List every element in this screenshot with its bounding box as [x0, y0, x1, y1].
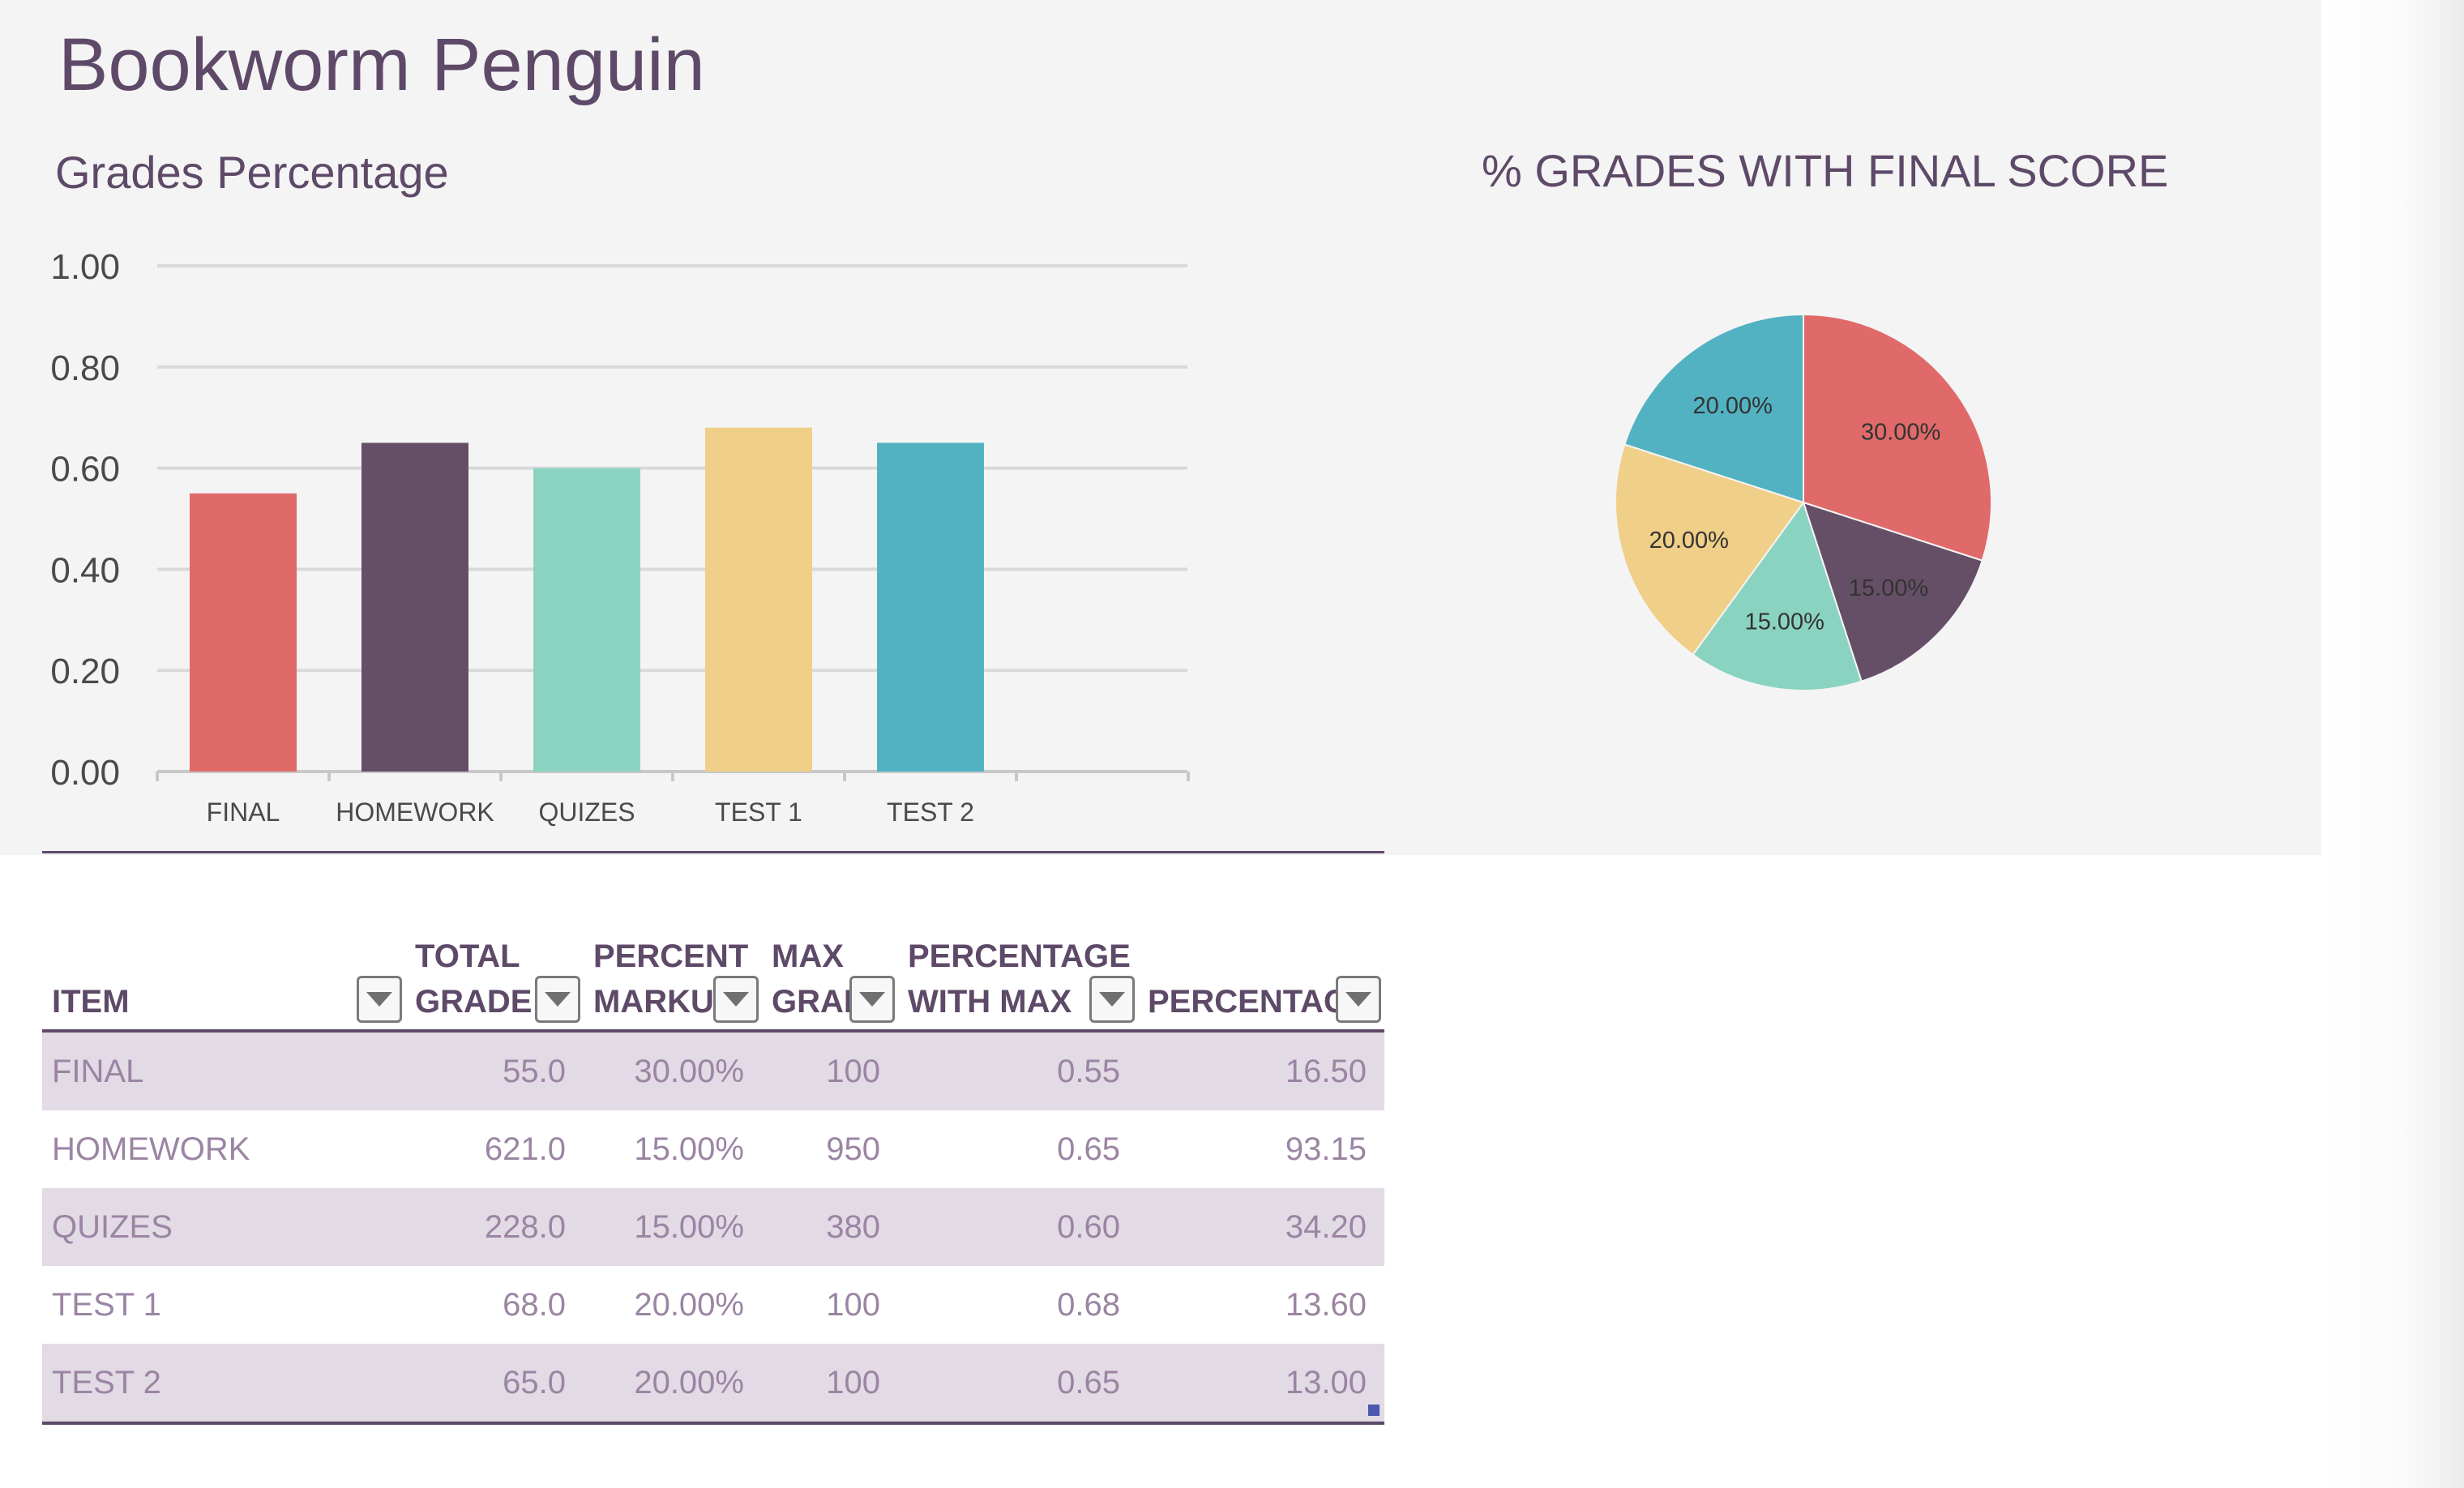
cell-total-grade[interactable]: 55.0 [405, 1031, 584, 1110]
cell-total-grade[interactable]: 65.0 [405, 1344, 584, 1425]
table-row: HOMEWORK 621.0 15.00% 950 0.65 93.15 [42, 1110, 1384, 1188]
bar-chart-title: Grades Percentage [55, 147, 449, 198]
header-item: ITEM [42, 924, 405, 1033]
dropdown-arrow-icon [545, 992, 571, 1007]
header-total-grade: TOTAL GRADE [405, 924, 584, 1033]
header-line2: MARKU [593, 984, 714, 1020]
cell-percent-markup[interactable]: 20.00% [634, 1286, 744, 1323]
header-percentage: PERCENTAG [1138, 924, 1384, 1033]
cell-percentage-with-max[interactable]: 0.55 [898, 1031, 1138, 1110]
cell-max-grade[interactable]: 100 [826, 1286, 880, 1323]
header-percent-markup: PERCENT MARKU [584, 924, 762, 1033]
cell-max-grade[interactable]: 100 [762, 1031, 898, 1110]
cell-percentage[interactable]: 13.60 [1285, 1286, 1367, 1323]
header-line2: GRAI [772, 984, 853, 1020]
cell-percentage-with-max[interactable]: 0.65 [1057, 1131, 1120, 1167]
dropdown-arrow-icon [366, 992, 392, 1007]
header-line2: GRADE [415, 984, 533, 1020]
filter-dropdown-button[interactable] [713, 976, 759, 1023]
cell-percent-markup[interactable]: 30.00% [584, 1031, 762, 1110]
cell-total-grade[interactable]: 621.0 [484, 1131, 566, 1167]
cell-percentage-with-max[interactable]: 0.60 [898, 1188, 1138, 1266]
x-tick-label: TEST 1 [715, 797, 802, 827]
cell-item[interactable]: HOMEWORK [52, 1131, 250, 1167]
page-title: Bookworm Penguin [58, 24, 705, 106]
cell-total-grade[interactable]: 68.0 [503, 1286, 566, 1323]
cell-percent-markup[interactable]: 20.00% [584, 1344, 762, 1425]
y-tick-label: 0.60 [50, 450, 120, 490]
filter-dropdown-button[interactable] [535, 976, 580, 1023]
dropdown-arrow-icon [1345, 992, 1371, 1007]
bar-chart[interactable]: 0.00 0.20 0.40 0.60 0.80 1.00 FINAL HOMEWORK QUI… [0, 227, 1248, 843]
bar[interactable] [877, 443, 984, 772]
filter-dropdown-button[interactable] [849, 976, 895, 1023]
table-row: TEST 1 68.0 20.00% 100 0.68 13.60 [42, 1266, 1384, 1344]
header-max-grade: MAX GRAI [762, 924, 898, 1033]
dropdown-arrow-icon [859, 992, 885, 1007]
pie-slice[interactable] [1802, 501, 1983, 682]
dropdown-arrow-icon [1099, 992, 1125, 1007]
cell-max-grade[interactable]: 380 [762, 1188, 898, 1266]
y-tick-label: 0.00 [50, 753, 120, 793]
cell-item[interactable]: FINAL [42, 1031, 405, 1110]
bar[interactable] [361, 443, 468, 772]
cell-percentage[interactable]: 93.15 [1285, 1131, 1367, 1167]
pie-data-label: 15.00% [1745, 609, 1824, 635]
pie-slice[interactable] [1803, 313, 1992, 562]
bar[interactable] [705, 427, 812, 772]
header-line2: PERCENTAG [1148, 984, 1350, 1020]
pie-chart[interactable]: 30.00% 15.00% 15.00% 20.00% 20.00% [1581, 276, 2034, 713]
pie-data-label: 20.00% [1649, 528, 1729, 554]
table-resize-handle[interactable] [1368, 1405, 1380, 1416]
cell-percentage[interactable]: 16.50 [1138, 1031, 1384, 1110]
header-line2: WITH MAX [908, 984, 1072, 1020]
table-row: TEST 2 65.0 20.00% 100 0.65 13.00 [42, 1344, 1384, 1425]
cell-percent-markup[interactable]: 15.00% [634, 1131, 744, 1167]
header-line1: PERCENTAGE [908, 939, 1131, 974]
cell-percentage[interactable]: 34.20 [1138, 1188, 1384, 1266]
pie-data-label: 30.00% [1861, 420, 1940, 446]
pie-data-label: 15.00% [1849, 575, 1928, 601]
pie-slice[interactable] [1623, 313, 1804, 504]
pie-slice[interactable] [1615, 443, 1805, 656]
pie-chart-title: % GRADES WITH FINAL SCORE [1482, 145, 2169, 196]
header-line1: PERCENT [593, 939, 749, 974]
pie-data-label: 20.00% [1693, 393, 1773, 419]
bar[interactable] [190, 493, 297, 772]
x-tick-label: HOMEWORK [336, 797, 494, 827]
grades-table: ITEM TOTAL GRADE PERCENT MARKU MAX GRAI PER… [42, 924, 1384, 1425]
y-tick-label: 0.40 [50, 550, 120, 590]
cell-item[interactable]: QUIZES [42, 1188, 405, 1266]
y-tick-label: 0.80 [50, 348, 120, 388]
cell-max-grade[interactable]: 100 [762, 1344, 898, 1425]
table-row: FINAL 55.0 30.00% 100 0.55 16.50 [42, 1031, 1384, 1110]
table-row: QUIZES 228.0 15.00% 380 0.60 34.20 [42, 1188, 1384, 1266]
dropdown-arrow-icon [723, 992, 749, 1007]
x-tick-label: FINAL [207, 797, 280, 827]
section-divider [42, 851, 1384, 853]
cell-percentage[interactable]: 13.00 [1138, 1344, 1384, 1425]
cell-item[interactable]: TEST 2 [42, 1344, 405, 1425]
filter-dropdown-button[interactable] [357, 976, 402, 1023]
table-header-row: ITEM TOTAL GRADE PERCENT MARKU MAX GRAI PER… [42, 924, 1384, 1033]
y-tick-label: 0.20 [50, 652, 120, 691]
cell-percentage-with-max[interactable]: 0.65 [898, 1344, 1138, 1425]
x-tick-label: TEST 2 [887, 797, 974, 827]
cell-percentage-with-max[interactable]: 0.68 [1057, 1286, 1120, 1323]
cell-total-grade[interactable]: 228.0 [405, 1188, 584, 1266]
header-line1: TOTAL [415, 939, 520, 974]
cell-item[interactable]: TEST 1 [52, 1286, 161, 1323]
y-tick-label: 1.00 [50, 247, 120, 287]
x-tick-label: QUIZES [538, 797, 635, 827]
header-percentage-with-max: PERCENTAGE WITH MAX [898, 924, 1138, 1033]
header-line2: ITEM [52, 984, 130, 1020]
header-line1: MAX [772, 939, 844, 974]
window-edge-shadow [2321, 0, 2464, 1488]
cell-percent-markup[interactable]: 15.00% [584, 1188, 762, 1266]
pie-slice[interactable] [1692, 500, 1863, 691]
cell-max-grade[interactable]: 950 [826, 1131, 880, 1167]
bar[interactable] [533, 468, 640, 772]
filter-dropdown-button[interactable] [1336, 976, 1381, 1023]
filter-dropdown-button[interactable] [1089, 976, 1135, 1023]
